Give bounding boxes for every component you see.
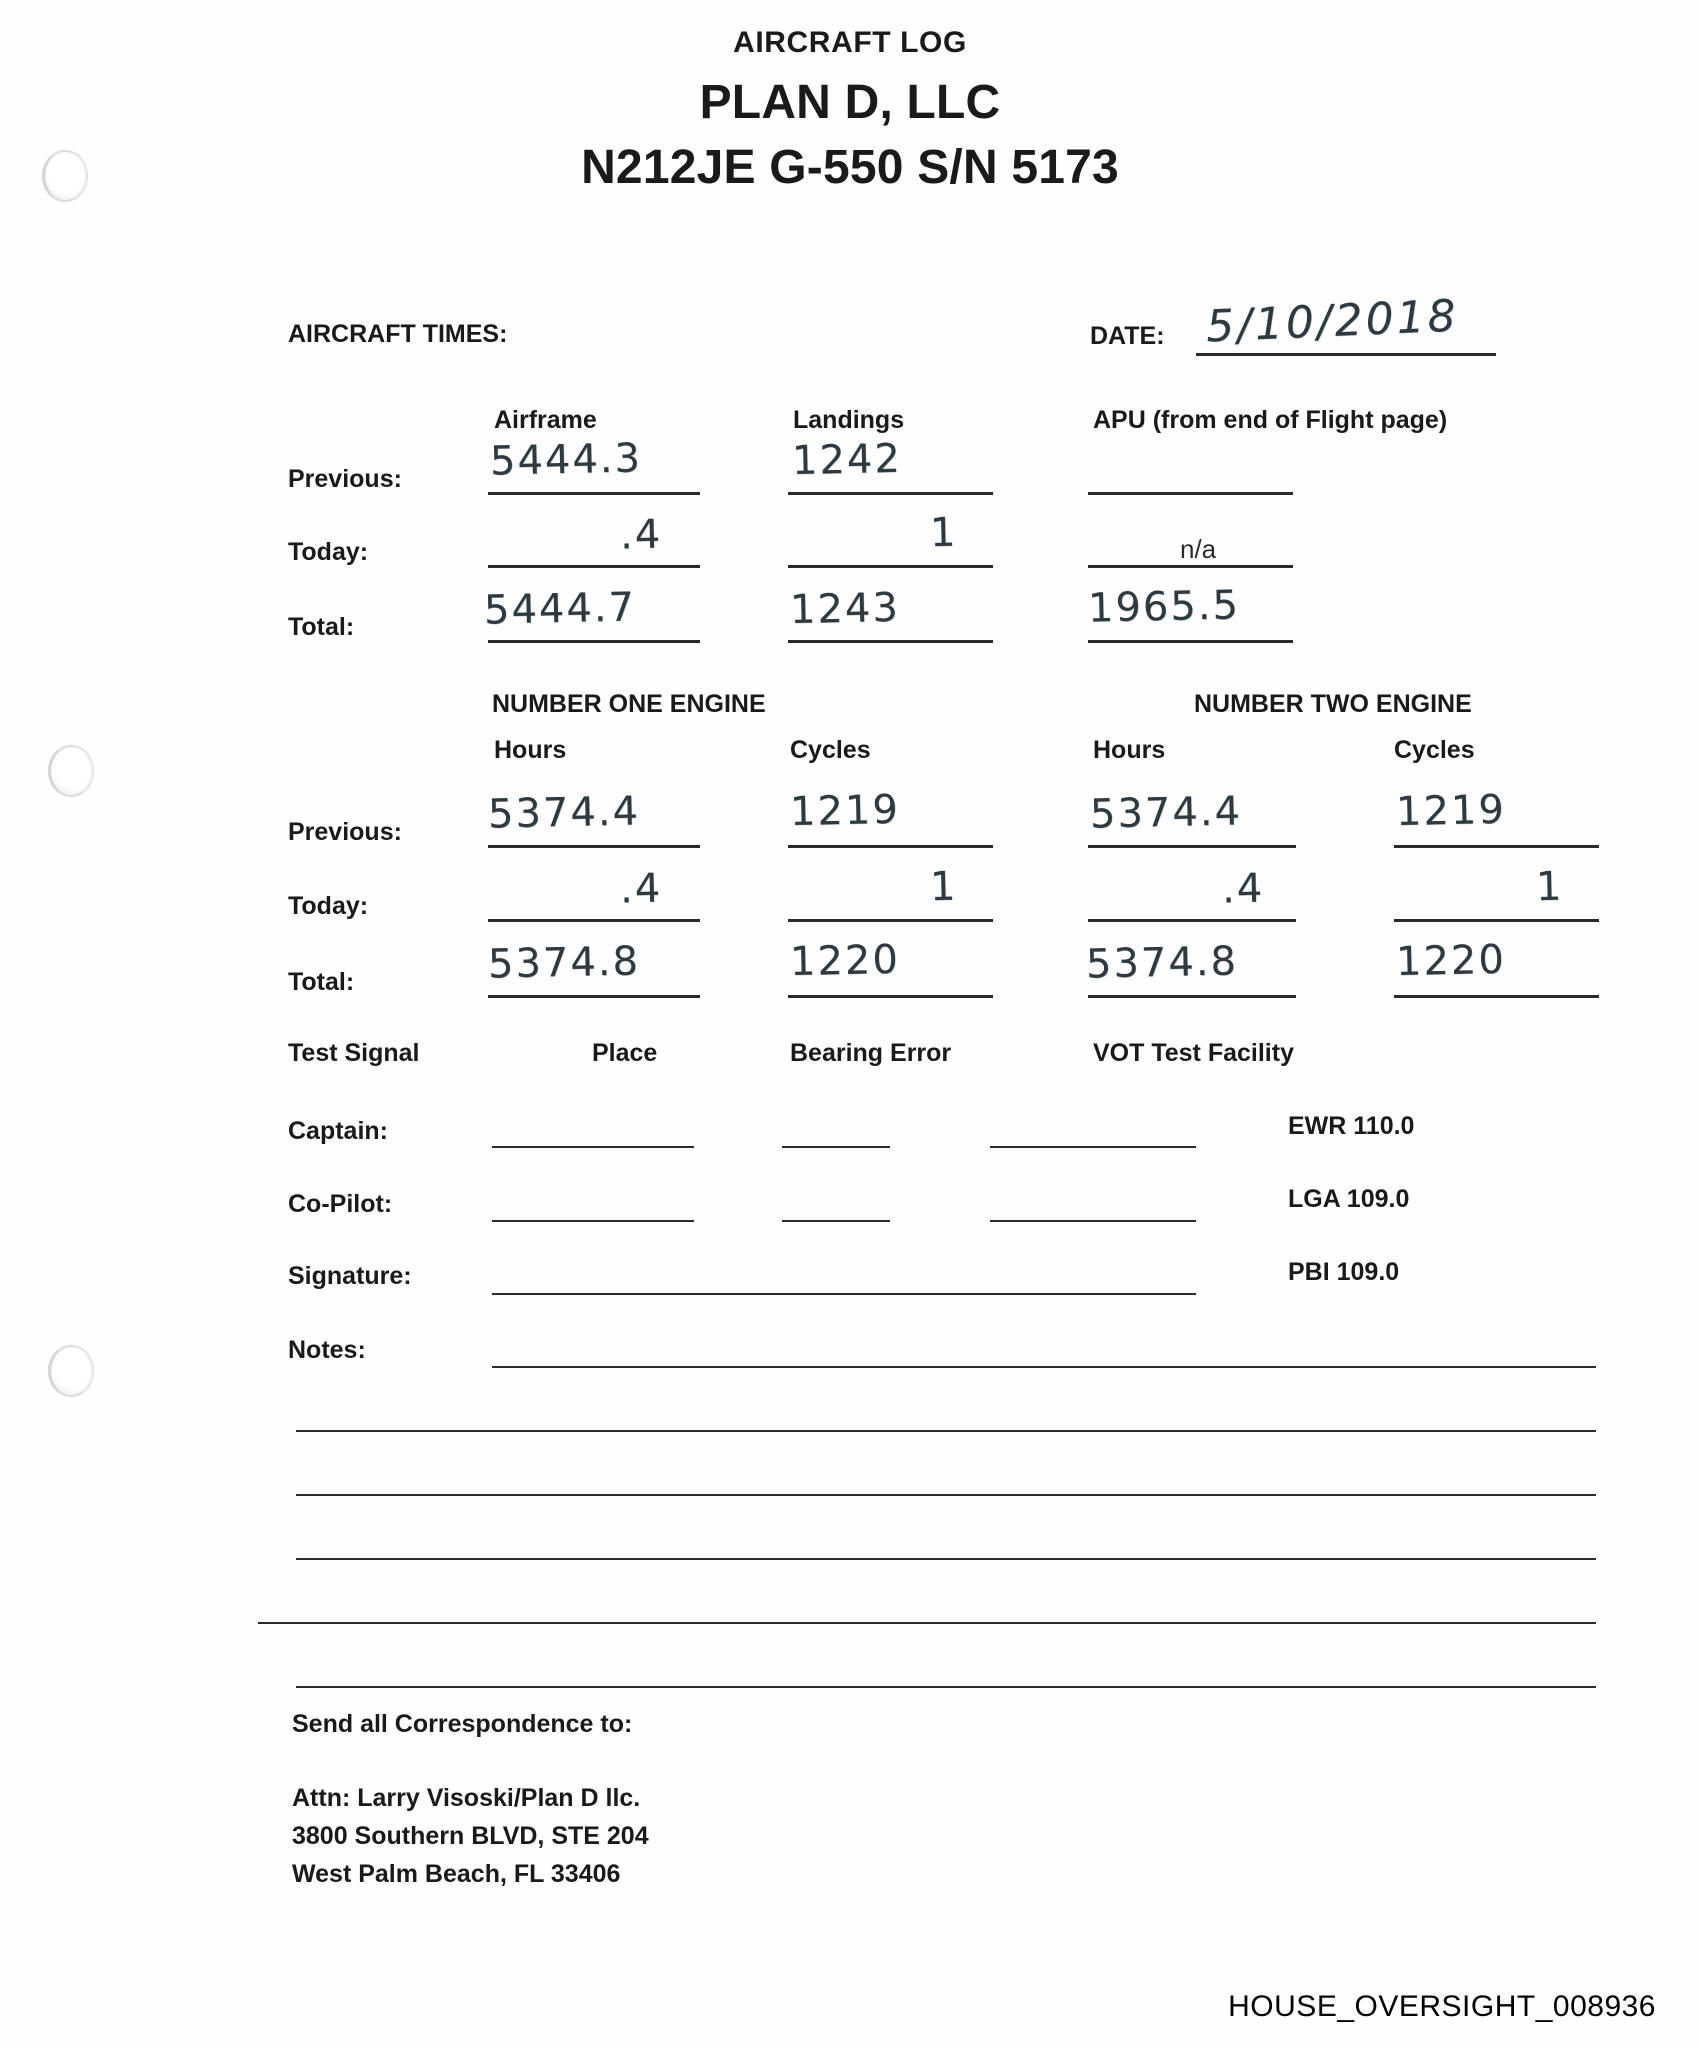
column-header-vot-test-facility: VOT Test Facility (1093, 1039, 1294, 1067)
column-header-bearing-error: Bearing Error (790, 1039, 952, 1067)
engine-two-cycles-today-line[interactable] (1394, 919, 1599, 922)
column-header-engine-one-hours: Hours (494, 736, 567, 764)
aircraft-registration-title: N212JE G-550 S/N 5173 (581, 141, 1119, 194)
airframe-total-line[interactable] (488, 640, 700, 643)
hole-punch-icon (48, 1345, 94, 1397)
engine-one-hours-total-value: 5374.8 (487, 938, 641, 988)
row-label-co-pilot: Co-Pilot: (288, 1190, 393, 1218)
notes-line[interactable] (296, 1430, 1596, 1432)
engine-one-heading: NUMBER ONE ENGINE (492, 690, 766, 718)
notes-label: Notes: (288, 1336, 366, 1364)
date-label: DATE: (1090, 322, 1165, 350)
landings-previous-line[interactable] (788, 492, 993, 495)
aircraft-times-section-label: AIRCRAFT TIMES: (288, 320, 508, 348)
column-header-place: Place (592, 1039, 658, 1067)
engine-one-cycles-today-value: 1 (929, 863, 958, 911)
notes-line[interactable] (296, 1494, 1596, 1496)
engine-one-cycles-total-line[interactable] (788, 995, 993, 998)
landings-today-line[interactable] (788, 565, 993, 568)
airframe-previous-line[interactable] (488, 492, 700, 495)
co-pilot-bearing-error-line[interactable] (990, 1220, 1196, 1222)
engine-two-cycles-previous-value: 1219 (1395, 786, 1507, 836)
engine-one-cycles-today-line[interactable] (788, 919, 993, 922)
vot-facility-captain: EWR 110.0 (1288, 1112, 1415, 1140)
engine-one-cycles-previous-value: 1219 (789, 786, 901, 836)
notes-line[interactable] (296, 1558, 1596, 1560)
notes-line[interactable] (296, 1686, 1596, 1688)
column-header-test-signal: Test Signal (288, 1039, 420, 1067)
date-value: 5/10/2018 (1205, 290, 1460, 353)
apu-previous-line[interactable] (1088, 492, 1293, 495)
engine-row-label-today: Today: (288, 892, 369, 920)
engine-two-cycles-total-line[interactable] (1394, 995, 1599, 998)
date-field-line[interactable] (1196, 353, 1496, 356)
correspondence-street: 3800 Southern BLVD, STE 204 (292, 1822, 649, 1850)
landings-previous-value: 1242 (791, 435, 903, 485)
row-label-previous: Previous: (288, 465, 402, 493)
co-pilot-place-line[interactable] (782, 1220, 890, 1222)
column-header-engine-two-hours: Hours (1093, 736, 1166, 764)
captain-bearing-error-line[interactable] (990, 1146, 1196, 1148)
row-label-today: Today: (288, 538, 369, 566)
column-header-engine-one-cycles: Cycles (790, 736, 871, 764)
column-header-airframe: Airframe (494, 406, 597, 434)
airframe-today-line[interactable] (488, 565, 700, 568)
airframe-previous-value: 5444.3 (489, 435, 643, 485)
apu-total-value: 1965.5 (1087, 582, 1241, 632)
vot-facility-signature: PBI 109.0 (1288, 1258, 1400, 1286)
notes-line[interactable] (492, 1366, 1596, 1368)
bates-stamp: HOUSE_OVERSIGHT_008936 (1228, 1990, 1656, 2023)
signature-line[interactable] (492, 1293, 1196, 1295)
engine-one-hours-previous-line[interactable] (488, 845, 700, 848)
engine-row-label-total: Total: (288, 968, 355, 996)
engine-one-cycles-total-value: 1220 (789, 936, 901, 986)
engine-two-hours-previous-line[interactable] (1088, 845, 1296, 848)
document-kicker: AIRCRAFT LOG (733, 26, 967, 59)
engine-one-hours-total-line[interactable] (488, 995, 700, 998)
engine-two-cycles-previous-line[interactable] (1394, 845, 1599, 848)
captain-place-line[interactable] (782, 1146, 890, 1148)
engine-two-heading: NUMBER TWO ENGINE (1194, 690, 1472, 718)
landings-total-line[interactable] (788, 640, 993, 643)
engine-two-hours-previous-value: 5374.4 (1089, 788, 1243, 838)
engine-row-label-previous: Previous: (288, 818, 402, 846)
hole-punch-icon (42, 150, 88, 202)
engine-one-hours-today-line[interactable] (488, 919, 700, 922)
correspondence-attn: Attn: Larry Visoski/Plan D llc. (292, 1784, 641, 1812)
correspondence-city-state-zip: West Palm Beach, FL 33406 (292, 1860, 621, 1888)
landings-total-value: 1243 (789, 584, 901, 634)
landings-today-value: 1 (929, 509, 958, 557)
co-pilot-test-signal-line[interactable] (492, 1220, 694, 1222)
hole-punch-icon (48, 745, 94, 797)
column-header-engine-two-cycles: Cycles (1394, 736, 1475, 764)
engine-two-hours-today-line[interactable] (1088, 919, 1296, 922)
engine-two-hours-today-value: .4 (1221, 865, 1265, 913)
row-label-signature: Signature: (288, 1262, 412, 1290)
row-label-total: Total: (288, 613, 355, 641)
engine-two-hours-total-value: 5374.8 (1085, 938, 1239, 988)
airframe-today-value: .4 (619, 511, 663, 559)
engine-one-hours-today-value: .4 (619, 865, 663, 913)
correspondence-heading: Send all Correspondence to: (292, 1710, 633, 1738)
captain-test-signal-line[interactable] (492, 1146, 694, 1148)
column-header-apu: APU (from end of Flight page) (1093, 406, 1448, 434)
column-header-landings: Landings (793, 406, 905, 434)
engine-two-cycles-total-value: 1220 (1395, 936, 1507, 986)
apu-total-line[interactable] (1088, 640, 1293, 643)
page-title: PLAN D, LLC (699, 76, 1001, 129)
engine-two-hours-total-line[interactable] (1088, 995, 1296, 998)
apu-today-line[interactable] (1088, 565, 1293, 568)
engine-one-cycles-previous-line[interactable] (788, 845, 993, 848)
engine-one-hours-previous-value: 5374.4 (487, 788, 641, 838)
apu-today-value: n/a (1180, 534, 1217, 564)
notes-line[interactable] (258, 1622, 1596, 1624)
engine-two-cycles-today-value: 1 (1535, 863, 1564, 911)
row-label-captain: Captain: (288, 1117, 388, 1145)
vot-facility-co-pilot: LGA 109.0 (1288, 1185, 1410, 1213)
airframe-total-value: 5444.7 (483, 584, 637, 634)
